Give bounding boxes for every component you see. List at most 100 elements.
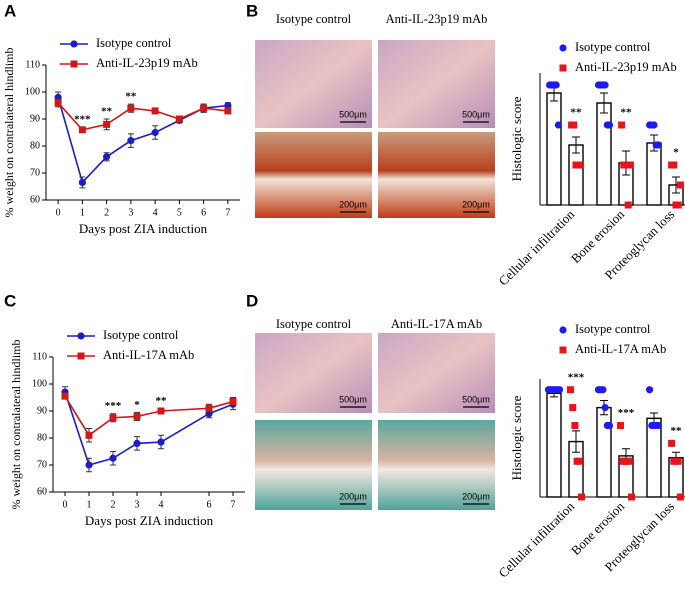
image-header: Isotype control [276, 12, 352, 26]
error-bar [572, 430, 580, 453]
data-point [605, 121, 614, 129]
bar [646, 142, 662, 206]
bar [546, 392, 562, 498]
error-bar [572, 136, 580, 154]
y-axis-label: % weight on contralateral hindlimb [9, 340, 23, 510]
panel-label: C [4, 291, 16, 310]
y-axis-label: Histologic score [509, 96, 524, 181]
scale-bar-label: 500μm [339, 394, 367, 404]
legend-marker [70, 60, 78, 68]
legend-marker [70, 40, 78, 48]
histology-image [378, 40, 495, 128]
panel-label: A [4, 1, 16, 20]
scale-bar-label: 200μm [339, 199, 367, 209]
x-tick-label: Cellular infiltration [495, 206, 577, 288]
y-tick-label: 60 [37, 486, 47, 497]
marker [85, 431, 93, 439]
x-tick-label: 3 [128, 207, 133, 218]
marker [109, 414, 117, 422]
marker [127, 137, 135, 145]
series-line [57, 102, 228, 131]
marker [175, 115, 183, 123]
marker [133, 412, 141, 420]
significance: ** [101, 106, 113, 118]
significance: *** [618, 407, 635, 419]
marker [127, 104, 135, 112]
data-point [654, 141, 663, 149]
x-tick-label: 2 [104, 207, 109, 218]
data-point [576, 161, 584, 169]
scale-bar-label: 200μm [339, 491, 367, 501]
y-tick-label: 70 [30, 167, 40, 178]
significance: ** [621, 107, 633, 119]
data-point [674, 457, 682, 465]
x-tick-label: 4 [153, 207, 158, 218]
image-header: Isotype control [276, 317, 352, 331]
bar [596, 102, 612, 206]
y-axis-label: Histologic score [509, 395, 524, 480]
x-tick-label: 7 [231, 499, 236, 510]
legend-marker [559, 64, 567, 72]
x-tick-label: 6 [207, 499, 212, 510]
legend-label: Anti-IL-17A mAb [103, 348, 194, 362]
x-tick-label: 2 [111, 499, 116, 510]
data-point [554, 121, 563, 129]
significance: ** [156, 395, 168, 407]
y-tick-label: 90 [30, 113, 40, 124]
data-point [668, 439, 676, 447]
data-point [571, 421, 579, 429]
x-axis-label: Days post ZIA induction [79, 221, 208, 236]
data-point [575, 457, 583, 465]
data-point [676, 181, 684, 189]
data-point [674, 201, 682, 209]
y-tick-label: 80 [30, 140, 40, 151]
legend-label: Isotype control [575, 40, 651, 54]
marker [224, 101, 232, 110]
legend-label: Anti-IL-23p19 mAb [96, 56, 198, 70]
data-point [622, 161, 630, 169]
data-point [626, 161, 634, 169]
image-header: Anti-IL-23p19 mAb [386, 12, 488, 26]
significance: *** [568, 371, 585, 383]
x-tick-label: 6 [201, 207, 206, 218]
scale-bar-label: 500μm [462, 109, 490, 119]
data-point [628, 493, 635, 501]
data-point [601, 81, 609, 89]
significance: ** [671, 425, 683, 437]
y-tick-label: 110 [25, 59, 40, 70]
significance: *** [105, 400, 122, 412]
histology-image [255, 40, 372, 128]
legend-label: Isotype control [96, 36, 172, 50]
data-point [605, 421, 614, 430]
data-point [624, 201, 632, 209]
marker [85, 461, 93, 469]
y-tick-label: 100 [25, 86, 40, 97]
legend-label: Anti-IL-17A mAb [575, 342, 666, 356]
histology-image [255, 420, 372, 510]
significance: *** [74, 114, 91, 126]
error-bar [600, 92, 608, 114]
x-tick-label: Cellular infiltration [495, 498, 577, 580]
y-axis-label: % weight on contralateral hindlimb [2, 48, 16, 218]
data-point [552, 81, 560, 89]
data-point [578, 493, 585, 501]
histology-image [378, 132, 495, 218]
marker [157, 407, 165, 415]
x-tick-label: 3 [135, 499, 140, 510]
legend-marker [559, 346, 567, 354]
bar [546, 92, 562, 206]
y-tick-label: 90 [37, 405, 47, 416]
data-point [625, 457, 633, 465]
marker [61, 392, 69, 400]
image-header: Anti-IL-17A mAb [391, 317, 482, 331]
y-tick-label: 110 [32, 351, 47, 362]
histology-image [378, 333, 495, 413]
bar [646, 417, 662, 498]
x-tick-label: 0 [63, 499, 68, 510]
marker [200, 104, 208, 112]
panel-label: D [246, 291, 258, 310]
data-point [654, 421, 663, 430]
marker [78, 126, 86, 134]
legend-marker [77, 332, 85, 340]
